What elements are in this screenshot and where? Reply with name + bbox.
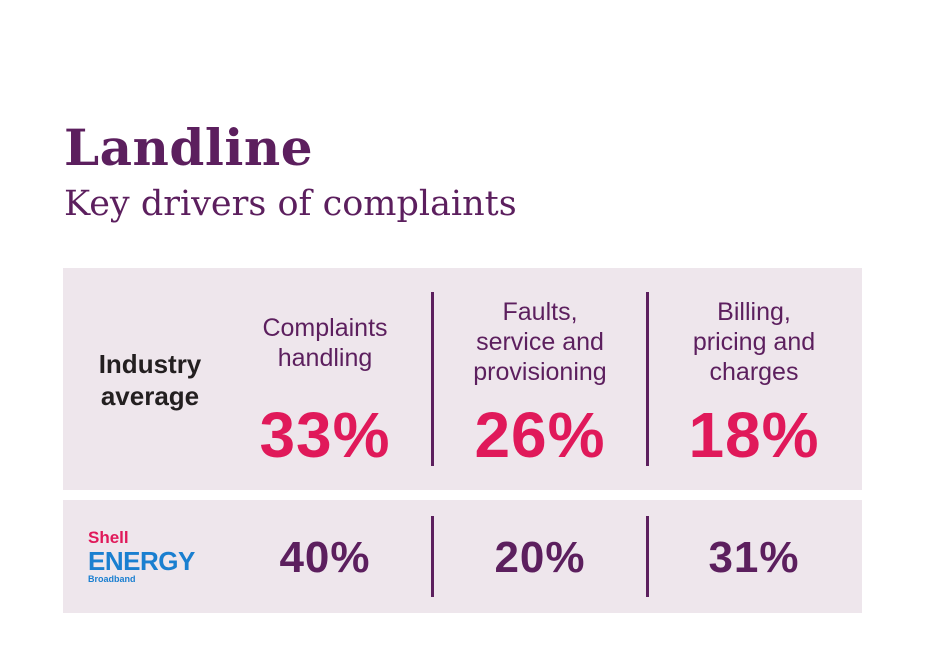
shell-value-faults: 20% [494, 533, 586, 582]
column-header-billing: Billing, pricing and charges [647, 297, 861, 387]
industry-value-faults: 26% [474, 399, 606, 471]
shell-panel [63, 500, 862, 613]
column-header-faults: Faults, service and provisioning [433, 297, 647, 387]
col3-line2: pricing and [692, 328, 816, 356]
col3-line1: Billing, [717, 298, 791, 326]
logo-energy-text: ENERGY [88, 546, 195, 576]
col2-line3: provisioning [473, 358, 607, 386]
logo-shell-text: Shell [88, 528, 129, 547]
column-header-complaints-handling: Complaints handling [218, 313, 432, 373]
industry-divider-1 [431, 292, 434, 466]
col1-line2: handling [277, 344, 373, 372]
industry-label-line1: Industry [98, 349, 202, 379]
industry-average-label: Industry average [75, 348, 225, 412]
shell-energy-logo: Shell ENERGY Broadband [88, 528, 203, 588]
industry-panel [63, 268, 862, 490]
col2-line1: Faults, [502, 298, 578, 326]
page-title: Landline [64, 118, 314, 177]
page-subtitle: Key drivers of complaints [64, 184, 517, 224]
shell-divider-2 [646, 516, 649, 597]
industry-value-billing: 18% [688, 399, 820, 471]
industry-value-complaints-handling: 33% [259, 399, 391, 471]
shell-value-complaints-handling: 40% [279, 533, 371, 582]
col1-line1: Complaints [262, 314, 388, 342]
col3-line3: charges [709, 358, 799, 386]
shell-divider-1 [431, 516, 434, 597]
col2-line2: service and [476, 328, 604, 356]
logo-broadband-text: Broadband [88, 574, 136, 584]
industry-divider-2 [646, 292, 649, 466]
industry-label-line2: average [100, 381, 200, 411]
shell-value-billing: 31% [708, 533, 800, 582]
